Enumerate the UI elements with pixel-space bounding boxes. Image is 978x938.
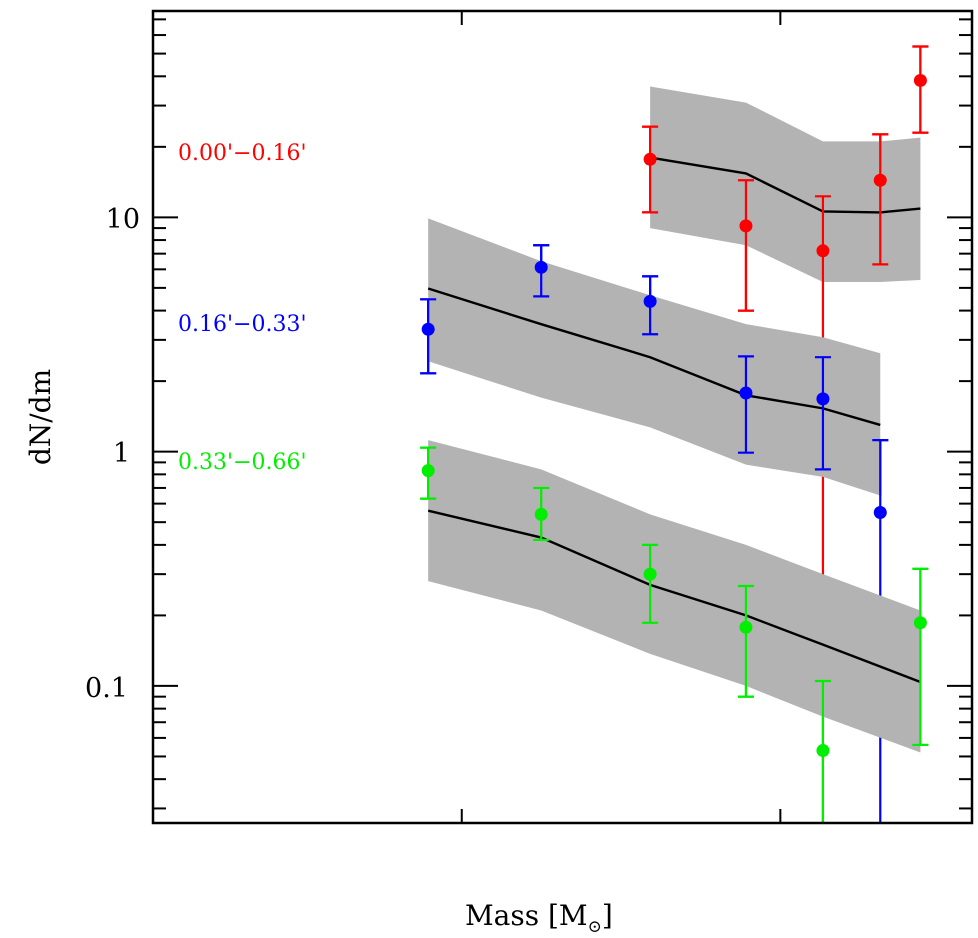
y-axis-label: dN/dm (24, 369, 57, 465)
data-point (534, 260, 548, 274)
data-point (421, 464, 435, 478)
data-point (913, 73, 927, 87)
y-tick-label: 10 (106, 204, 140, 235)
axis-ticks (153, 11, 972, 823)
data-point (643, 567, 657, 581)
data-point (739, 219, 753, 233)
y-tick-label: 1 (113, 438, 130, 469)
x-axis-label-subscript: ⊙ (588, 917, 602, 937)
data-point (873, 173, 887, 187)
model-band (650, 86, 921, 282)
series-label-blue: 0.16'−0.33' (178, 312, 307, 337)
model-line (427, 287, 881, 427)
error-bars-overlay (420, 45, 929, 747)
y-tick-label: 0.1 (85, 673, 128, 704)
data-points (421, 73, 927, 758)
data-point (816, 392, 830, 406)
x-axis-label: Mass [M⊙] (465, 899, 613, 937)
x-axis-label-close: ] (602, 899, 613, 932)
series-label-green: 0.33'−0.66' (178, 450, 307, 475)
model-band (428, 440, 921, 753)
data-point (816, 744, 830, 758)
data-point (739, 620, 753, 634)
data-point (913, 616, 927, 630)
data-point (873, 505, 887, 519)
plot-frame (151, 9, 974, 825)
model-line (427, 509, 921, 684)
data-point (643, 152, 657, 166)
data-point (534, 507, 548, 521)
x-axis-label-main: Mass [M (465, 899, 588, 932)
series-label-red: 0.00'−0.16' (178, 141, 307, 166)
data-point (816, 244, 830, 258)
axis-labels: 10 1 0.1 dN/dm Mass [M⊙] 0.00'−0.16' 0.1… (24, 141, 613, 937)
data-point (643, 294, 657, 308)
data-point (421, 322, 435, 336)
data-point (739, 386, 753, 400)
frame-rect (151, 9, 974, 825)
